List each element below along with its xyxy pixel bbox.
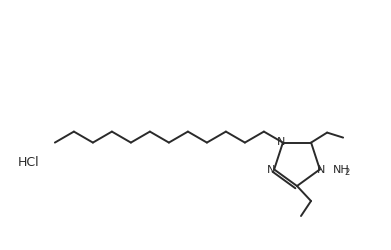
Text: N: N xyxy=(277,136,285,146)
Text: 2: 2 xyxy=(345,168,350,177)
Text: N: N xyxy=(267,166,275,175)
Text: HCl: HCl xyxy=(18,156,39,168)
Text: NH: NH xyxy=(333,166,350,175)
Text: N: N xyxy=(317,166,325,175)
